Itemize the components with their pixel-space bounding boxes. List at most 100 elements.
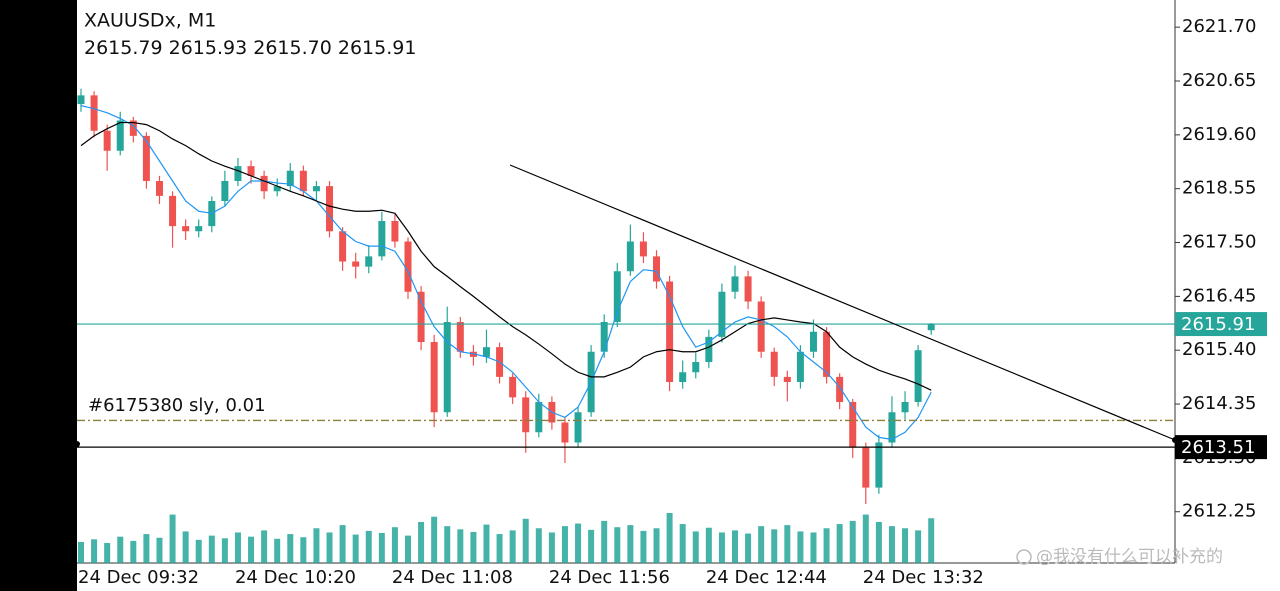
- volume-bar: [561, 526, 568, 563]
- candle-body: [77, 95, 85, 105]
- volume-bar: [666, 513, 673, 563]
- moving-average: [80, 121, 932, 391]
- candle-body: [417, 291, 425, 343]
- volume-bar: [862, 514, 869, 563]
- price-label: 2615.91: [1181, 314, 1255, 335]
- candle-body: [666, 281, 674, 382]
- x-tick-label: 24 Dec 13:32: [863, 567, 984, 588]
- volume-bar: [326, 532, 333, 563]
- candle-body: [286, 170, 294, 187]
- candle-body: [90, 95, 98, 131]
- candle-body: [195, 226, 203, 232]
- candle-body: [574, 412, 582, 443]
- volume-bar: [339, 525, 346, 563]
- volume-bar: [640, 530, 647, 563]
- candle-body: [456, 322, 464, 352]
- volume-bar: [143, 534, 150, 563]
- volume-bar: [928, 518, 935, 563]
- volume-bar: [575, 523, 582, 563]
- candle-body: [509, 376, 517, 398]
- volume-bar: [888, 526, 895, 563]
- price-label-box: [1175, 312, 1267, 337]
- candle-body: [169, 195, 177, 227]
- candle-body: [862, 447, 870, 488]
- volume-bar: [705, 527, 712, 563]
- volume-bar: [444, 526, 451, 563]
- y-tick-label: 2612.25: [1182, 501, 1256, 522]
- candle-body: [352, 261, 360, 267]
- candle-body: [326, 186, 334, 232]
- candle-body: [561, 422, 569, 443]
- candle-body: [757, 301, 765, 352]
- volume-bar: [261, 530, 268, 563]
- candle-body: [221, 181, 229, 201]
- level-label-box: [1175, 435, 1267, 460]
- volume-bar: [104, 543, 111, 563]
- x-tick-label: 24 Dec 11:56: [549, 567, 670, 588]
- candle-body: [639, 241, 647, 257]
- order-label: #6175380 sly, 0.01: [88, 395, 266, 416]
- candle-body: [443, 322, 451, 413]
- candle-body: [809, 331, 817, 352]
- marks: [77, 88, 1175, 563]
- candle-body: [600, 322, 608, 352]
- level-label: 2613.51: [1181, 437, 1255, 458]
- candle-body: [613, 271, 621, 323]
- x-tick-label: 24 Dec 12:44: [706, 567, 827, 588]
- trendline: [509, 164, 1176, 441]
- volume-bar: [496, 534, 503, 563]
- candle-body: [116, 120, 124, 151]
- volume-bar: [692, 531, 699, 563]
- candle-body: [927, 324, 935, 331]
- candle-body: [430, 342, 438, 413]
- candle-body: [823, 331, 831, 377]
- watermark: @我没有什么可以补充的: [1036, 547, 1223, 567]
- ohlc-open: 2615.79: [84, 37, 163, 59]
- volume-bar: [169, 514, 176, 563]
- volume-bar: [418, 521, 425, 563]
- x-tick-label: 24 Dec 09:32: [78, 567, 199, 588]
- candle-body: [744, 276, 752, 302]
- candle-body: [404, 241, 412, 292]
- volume-bar: [797, 531, 804, 563]
- candle-body: [234, 166, 242, 182]
- candle-body: [653, 256, 661, 282]
- volume-bar: [588, 529, 595, 563]
- y-tick-label: 2614.35: [1182, 393, 1256, 414]
- y-tick-label: 2617.50: [1182, 232, 1256, 253]
- volume-bar: [352, 534, 359, 563]
- volume-bar: [548, 532, 555, 563]
- candle-body: [849, 401, 857, 448]
- volume-bar: [810, 532, 817, 563]
- volume-bar: [391, 527, 398, 563]
- volume-bar: [718, 532, 725, 563]
- moving-average: [80, 105, 932, 441]
- volume-bar: [758, 526, 765, 563]
- volume-bar: [405, 535, 411, 563]
- y-tick-label: 2616.45: [1182, 285, 1256, 306]
- volume-bar: [653, 528, 660, 563]
- candle-body: [260, 175, 268, 192]
- candle-body: [535, 401, 543, 433]
- candle-body: [705, 336, 713, 363]
- candle-body: [339, 231, 347, 262]
- volume-bar: [679, 524, 686, 563]
- candle-body: [247, 166, 255, 176]
- volume-bar: [234, 532, 241, 563]
- volume-bar: [130, 540, 137, 563]
- candle-body: [692, 362, 700, 373]
- symbol: XAUUSDx, M1: [84, 10, 216, 32]
- volume-bar: [745, 533, 752, 563]
- volume-bar: [78, 541, 84, 563]
- candle-body: [731, 276, 739, 292]
- volume-bar: [784, 525, 791, 563]
- y-tick-label: 2620.65: [1182, 70, 1256, 91]
- candle-body: [391, 220, 399, 242]
- volume-bar: [902, 528, 909, 563]
- candle-body: [312, 186, 320, 192]
- candle-body: [914, 350, 922, 402]
- volume-bar: [823, 528, 830, 563]
- candle-body: [901, 401, 909, 413]
- candle-body: [299, 170, 307, 192]
- volume-bar: [732, 530, 738, 563]
